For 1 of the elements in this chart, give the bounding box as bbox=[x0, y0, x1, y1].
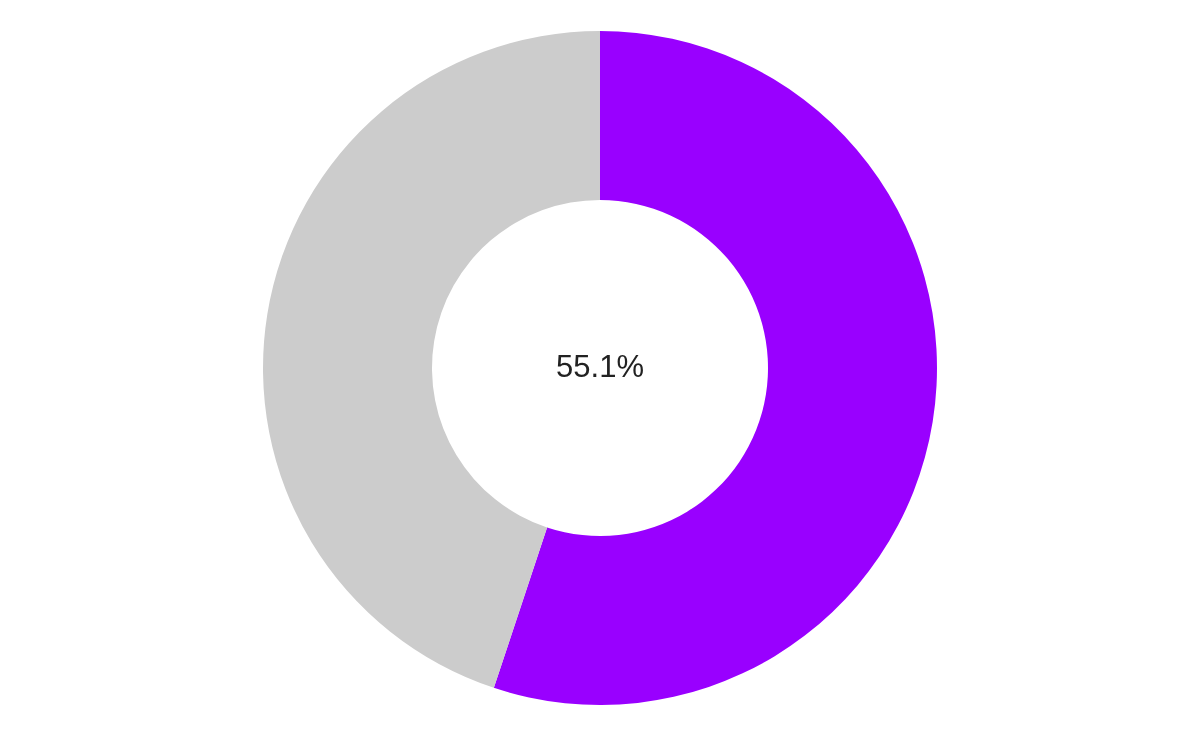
text: 55.1% bbox=[556, 349, 644, 384]
